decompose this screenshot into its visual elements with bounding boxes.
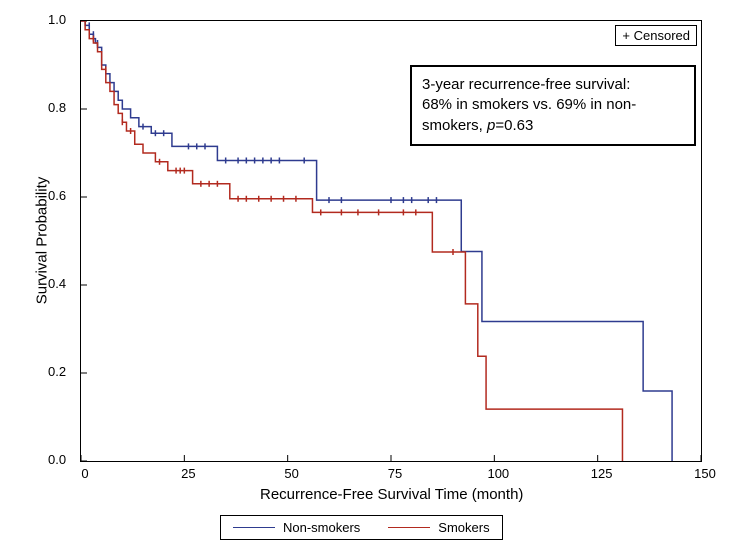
x-tick-label: 125 (587, 466, 617, 481)
annotation-line: 68% in smokers vs. 69% in non- (422, 95, 684, 115)
y-tick-label: 0.0 (48, 452, 66, 467)
y-tick-label: 0.4 (48, 276, 66, 291)
y-axis-title: Survival Probability (34, 161, 51, 321)
y-tick-label: 0.8 (48, 100, 66, 115)
x-tick-label: 0 (70, 466, 100, 481)
legend-item: Non-smokers (233, 520, 360, 535)
x-tick-label: 75 (380, 466, 410, 481)
censored-legend-text: + Censored (622, 28, 690, 43)
annotation-line: smokers, p=0.63 (422, 116, 684, 136)
x-tick-label: 25 (173, 466, 203, 481)
y-tick-label: 0.2 (48, 364, 66, 379)
legend-label: Non-smokers (283, 520, 360, 535)
legend-item: Smokers (388, 520, 489, 535)
annotation-box: 3-year recurrence-free survival:68% in s… (410, 65, 696, 146)
plot-area: + Censored 3-year recurrence-free surviv… (80, 20, 702, 462)
legend-swatch (233, 527, 275, 528)
x-axis-title: Recurrence-Free Survival Time (month) (260, 486, 523, 503)
legend: Non-smokers Smokers (220, 515, 503, 540)
legend-swatch (388, 527, 430, 528)
y-tick-label: 1.0 (48, 12, 66, 27)
km-chart: Survival Probability + Censored 3-year r… (0, 0, 731, 549)
legend-label: Smokers (438, 520, 489, 535)
x-tick-label: 100 (483, 466, 513, 481)
censored-legend: + Censored (615, 25, 697, 46)
x-tick-label: 150 (690, 466, 720, 481)
x-tick-label: 50 (277, 466, 307, 481)
annotation-line: 3-year recurrence-free survival: (422, 75, 684, 95)
y-tick-label: 0.6 (48, 188, 66, 203)
